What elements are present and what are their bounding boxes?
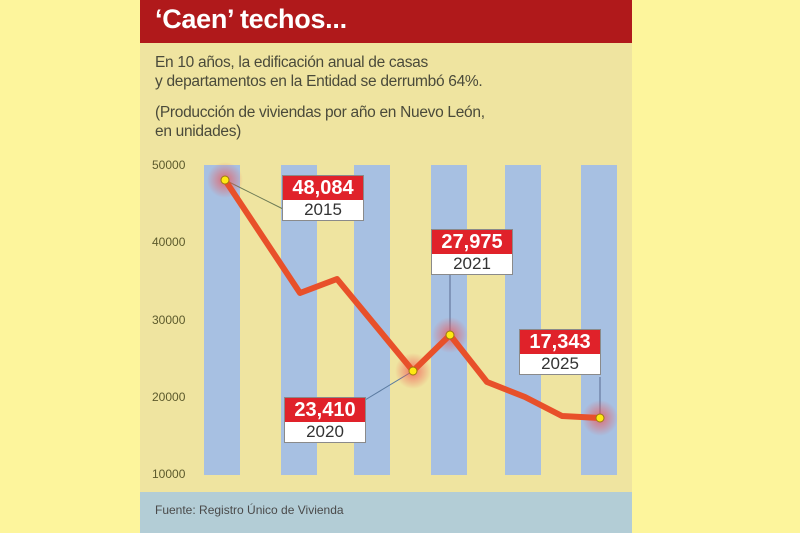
callout-2015: 48,084 2015 [283,176,363,220]
callout-value: 23,410 [285,398,365,422]
subtitle-line-4: en unidades) [155,123,242,140]
background-bar [505,165,541,475]
subtitle-line-2: y departamentos en la Entidad se derrumb… [155,73,483,90]
subtitle-line-1: En 10 años, la edificación anual de casa… [155,54,428,71]
callout-value: 17,343 [520,330,600,354]
y-tick-50000: 50000 [152,158,186,172]
callout-year: 2025 [520,354,600,374]
y-tick-30000: 30000 [152,313,186,327]
callout-2020: 23,410 2020 [285,398,365,442]
point-marker [445,330,455,340]
callout-year: 2020 [285,422,365,442]
callout-value: 27,975 [432,230,512,254]
source-note: Fuente: Registro Único de Vivienda [155,503,344,517]
infographic-panel: ‘Caen’ techos... En 10 años, la edificac… [140,0,632,533]
callout-value: 48,084 [283,176,363,200]
footer-bar: Fuente: Registro Único de Vivienda [140,492,632,533]
callout-year: 2015 [283,200,363,220]
point-marker [595,413,605,423]
subtitle-line-3: (Producción de viviendas por año en Nuev… [155,104,485,121]
y-tick-40000: 40000 [152,235,186,249]
y-tick-10000: 10000 [152,467,186,481]
chart-title: ‘Caen’ techos... [155,4,347,34]
y-tick-20000: 20000 [152,390,186,404]
background-bar [204,165,240,475]
line-plot [207,162,618,436]
callout-year: 2021 [432,254,512,274]
point-marker [220,175,230,185]
callout-2021: 27,975 2021 [432,230,512,274]
point-marker [408,366,418,376]
header-bar: ‘Caen’ techos... [140,0,632,43]
callout-2025: 17,343 2025 [520,330,600,374]
